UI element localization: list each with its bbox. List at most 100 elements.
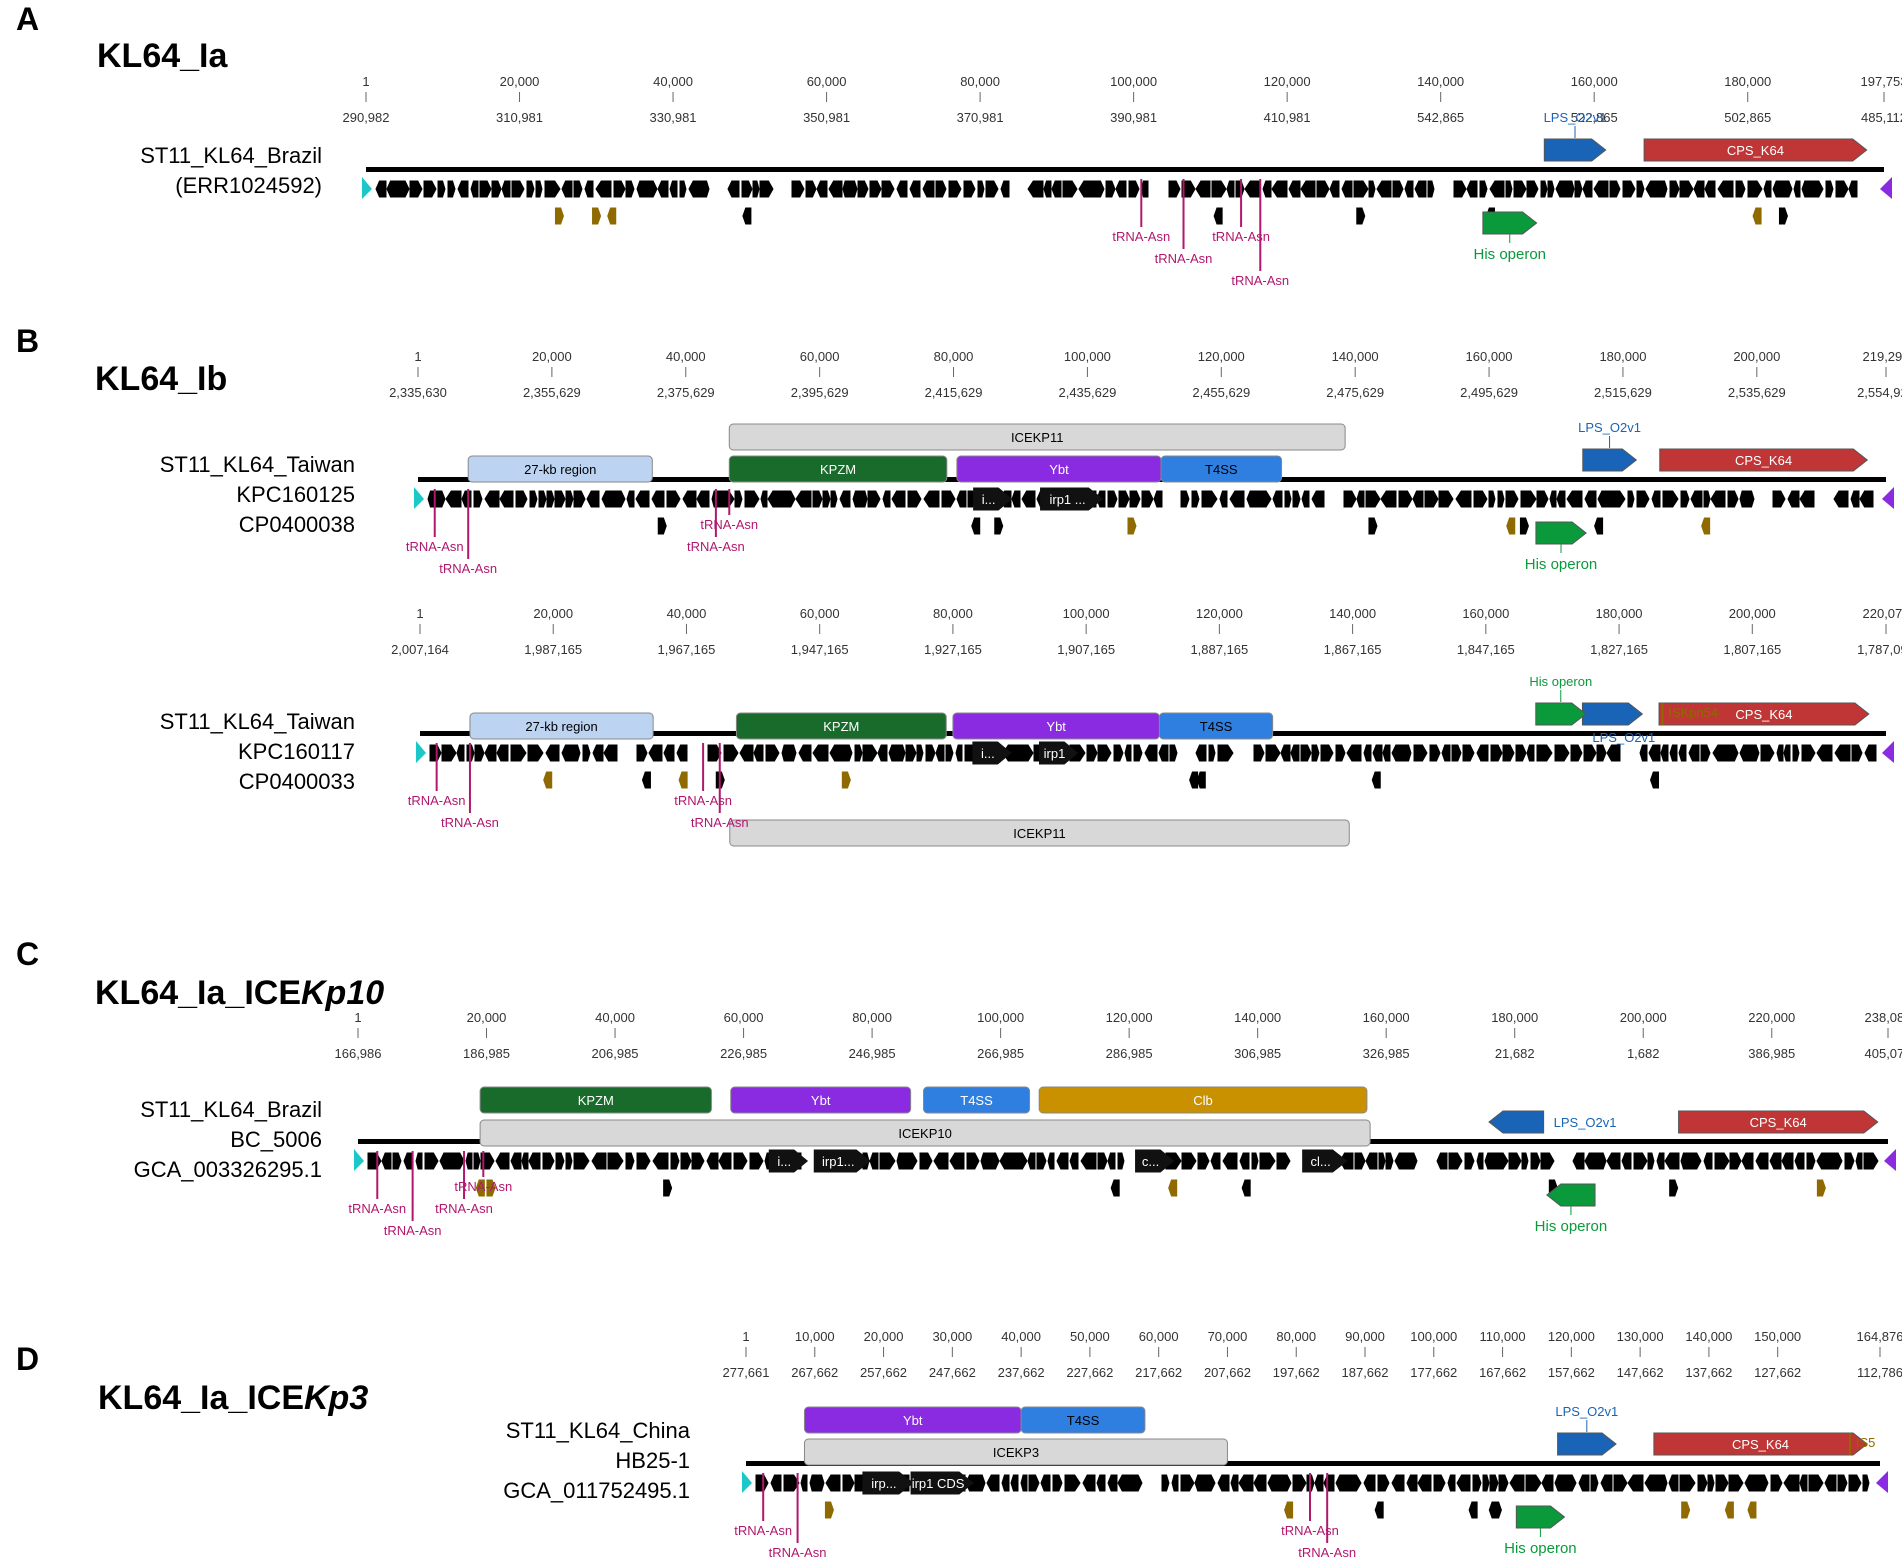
panel-a: A KL64_Ia 1 290,982 20,000 310,981 40,000 330,9…	[16, 1, 1902, 288]
cds-arrow	[607, 1152, 624, 1170]
cds-arrow	[680, 1152, 692, 1170]
cds-arrow	[1600, 1474, 1613, 1492]
gene-lps-o2v1	[1581, 702, 1644, 726]
cds-arrow	[976, 1474, 986, 1492]
cds-arrow	[456, 744, 465, 762]
cds-arrow	[839, 490, 851, 508]
trna-label: tRNA-Asn	[687, 539, 745, 554]
gene-label: LPS_O2v1	[1554, 1115, 1617, 1130]
cds-arrow	[718, 490, 735, 508]
cds-arrow	[1668, 1474, 1679, 1492]
cds-arrow	[933, 1152, 949, 1170]
cds-arrow	[565, 490, 574, 508]
cds-arrow	[1230, 1474, 1239, 1492]
cds-named	[1302, 1149, 1348, 1173]
tick-label-top: 238,089	[1865, 1010, 1902, 1025]
cds-arrow	[392, 1152, 402, 1170]
cds-arrow-lower	[657, 517, 667, 535]
feature-t4ss	[1160, 455, 1283, 483]
trna-label: tRNA-Asn	[1112, 229, 1170, 244]
cds-arrow	[1578, 1474, 1590, 1492]
tick-label-top: 100,000	[1063, 606, 1110, 621]
panel-letter: C	[16, 936, 39, 972]
tick-label-bottom: 1,987,165	[524, 642, 582, 657]
tick-label-top: 50,000	[1070, 1329, 1110, 1344]
cds-arrow	[1704, 180, 1716, 198]
gene-label: LPS_O2v1	[1555, 1404, 1618, 1419]
cds-arrow	[1833, 490, 1849, 508]
is-element	[1168, 1179, 1178, 1197]
cds-arrow	[1728, 1474, 1744, 1492]
cds-arrow	[461, 490, 472, 508]
cds-arrow	[1712, 744, 1728, 762]
cds-arrow	[1180, 490, 1190, 508]
cds-arrow	[473, 490, 483, 508]
cds-arrow	[1541, 1474, 1554, 1492]
cds-arrow	[367, 1152, 382, 1170]
cds-arrow	[1118, 490, 1130, 508]
tick-label-bottom: 542,865	[1417, 110, 1464, 125]
cds-arrow	[1513, 180, 1527, 198]
track-B-1: 1 2,007,164 20,000 1,987,165 40,000 1,967,165…	[160, 606, 1902, 847]
tick-label-bottom: 197,662	[1273, 1365, 1320, 1380]
cds-arrow	[1505, 490, 1519, 508]
cds-arrow	[386, 180, 398, 198]
cds-arrow	[669, 180, 678, 198]
cds-arrow	[1662, 490, 1679, 508]
cds-arrow	[676, 744, 688, 762]
cds-arrow	[1830, 1152, 1843, 1170]
cds-arrow	[1208, 744, 1216, 762]
cds-arrow	[1056, 1152, 1069, 1170]
cds-arrow	[1153, 490, 1163, 508]
cds-arrow	[1027, 180, 1044, 198]
cds-arrow	[1246, 490, 1257, 508]
cds-arrow	[670, 1152, 680, 1170]
cds-arrow	[429, 744, 442, 762]
cds-arrow	[1703, 1152, 1713, 1170]
cds-arrow	[812, 744, 829, 762]
cds-arrow	[1130, 1474, 1143, 1492]
cds-arrow	[1621, 1152, 1632, 1170]
tick-label-bottom: 2,335,630	[389, 385, 447, 400]
cds-arrow	[980, 1152, 989, 1170]
cds-arrow	[586, 490, 600, 508]
cds-arrow-lower	[1649, 771, 1660, 789]
tick-label-bottom: 2,395,629	[791, 385, 849, 400]
cds-arrow	[1414, 180, 1427, 198]
cds-arrow	[1195, 744, 1207, 762]
panel-letter: D	[16, 1341, 39, 1377]
cds-arrow	[1133, 744, 1143, 762]
cds-arrow	[1664, 1152, 1680, 1170]
cds-arrow	[1554, 1474, 1565, 1492]
cds-arrow	[1799, 490, 1815, 508]
start-marker	[416, 741, 426, 763]
panel-d: D KL64_Ia_ICEKp3 1 277,661 10,000 267,662 20,0…	[16, 1329, 1902, 1560]
cds-arrow	[584, 180, 594, 198]
cds-arrow	[1235, 180, 1245, 198]
tick-label-top: 150,000	[1754, 1329, 1801, 1344]
feature-icekp10-label: ICEKP10	[898, 1126, 951, 1141]
cds-arrow	[1806, 1152, 1816, 1170]
cds-arrow	[1597, 490, 1610, 508]
cds-arrow	[1613, 1474, 1628, 1492]
cds-arrow	[1556, 490, 1566, 508]
cds-arrow	[636, 1152, 651, 1170]
tick-label-top: 140,000	[1329, 606, 1376, 621]
cds-arrow	[1020, 1474, 1028, 1492]
cds-arrow	[1380, 490, 1397, 508]
tick-label-bottom: 410,981	[1264, 110, 1311, 125]
cds-named-c: i... irp1... c... cl...	[768, 1149, 1348, 1173]
trna-label: tRNA-Asn	[1231, 273, 1289, 288]
cds-arrow	[1441, 744, 1451, 762]
cds-named-d: irp... irp1 CDS	[862, 1471, 974, 1495]
cds-arrow	[1859, 490, 1874, 508]
cds-arrow	[1645, 180, 1660, 198]
tick-label-top: 1	[414, 349, 421, 364]
cds-arrow	[1292, 490, 1301, 508]
cds-arrow	[1407, 1152, 1418, 1170]
cds-arrow	[1117, 1152, 1125, 1170]
cds-named-label: c...	[1142, 1154, 1159, 1169]
cds-arrow	[1168, 180, 1181, 198]
cds-arrow	[1217, 1474, 1230, 1492]
